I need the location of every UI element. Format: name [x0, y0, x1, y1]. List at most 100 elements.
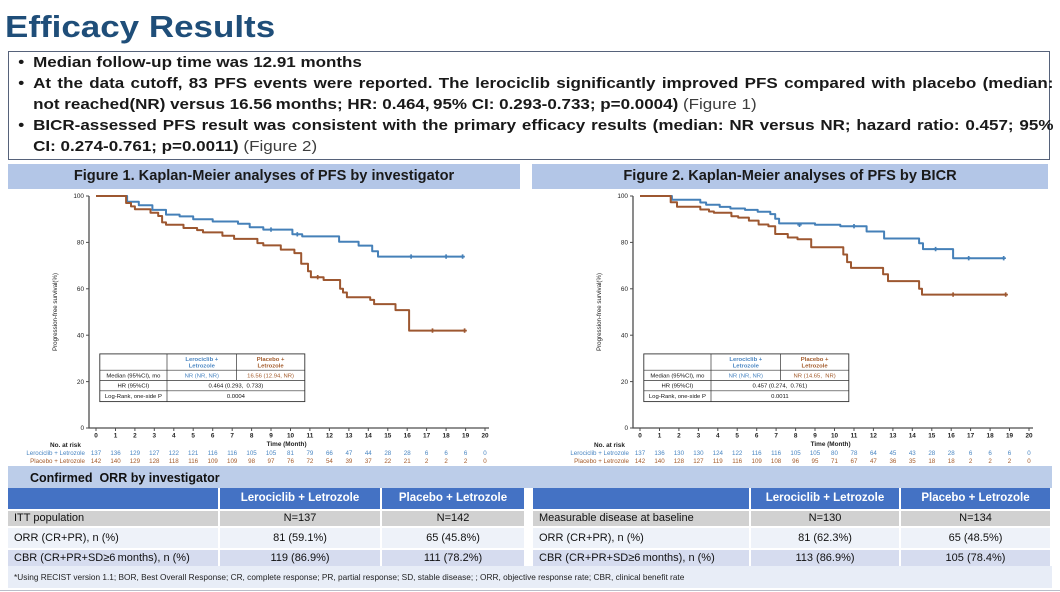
- svg-text:3: 3: [697, 433, 701, 440]
- svg-text:Lerociclib + Letrozole: Lerociclib + Letrozole: [26, 450, 85, 457]
- svg-text:105: 105: [246, 450, 257, 457]
- svg-text:80: 80: [77, 240, 85, 247]
- svg-text:NR (14.65, NR): NR (14.65, NR): [793, 373, 835, 379]
- svg-text:12: 12: [326, 433, 334, 440]
- svg-text:140: 140: [110, 458, 121, 465]
- svg-text:8: 8: [794, 433, 798, 440]
- svg-text:19: 19: [462, 433, 470, 440]
- svg-text:Lerociclib + Letrozole: Lerociclib + Letrozole: [570, 450, 629, 457]
- svg-text:43: 43: [909, 450, 916, 457]
- svg-text:Letrozole: Letrozole: [733, 364, 760, 370]
- svg-text:2: 2: [969, 458, 973, 465]
- svg-text:37: 37: [365, 458, 372, 465]
- svg-text:119: 119: [713, 458, 723, 465]
- svg-text:9: 9: [813, 433, 817, 440]
- svg-text:6: 6: [425, 450, 429, 457]
- svg-text:98: 98: [248, 458, 255, 465]
- svg-text:116: 116: [771, 450, 781, 457]
- svg-text:129: 129: [130, 450, 141, 457]
- svg-text:8: 8: [250, 433, 254, 440]
- svg-text:137: 137: [635, 450, 646, 457]
- svg-text:22: 22: [384, 458, 391, 465]
- svg-text:Progression-free survival(%): Progression-free survival(%): [52, 273, 59, 351]
- svg-text:96: 96: [792, 458, 799, 465]
- svg-text:HR (95%CI): HR (95%CI): [662, 384, 694, 390]
- svg-text:116: 116: [732, 458, 742, 465]
- svg-text:47: 47: [870, 458, 877, 465]
- svg-text:28: 28: [928, 450, 935, 457]
- svg-text:36: 36: [889, 458, 896, 465]
- svg-text:28: 28: [384, 450, 391, 457]
- svg-text:100: 100: [73, 193, 84, 200]
- svg-text:122: 122: [732, 450, 743, 457]
- svg-text:40: 40: [621, 332, 629, 339]
- svg-text:54: 54: [326, 458, 333, 465]
- svg-text:40: 40: [77, 332, 85, 339]
- svg-text:130: 130: [693, 450, 704, 457]
- svg-text:14: 14: [909, 433, 917, 440]
- svg-text:129: 129: [130, 458, 141, 465]
- svg-text:2: 2: [677, 433, 681, 440]
- svg-text:124: 124: [713, 450, 724, 457]
- svg-text:118: 118: [169, 458, 179, 465]
- svg-text:No. at risk: No. at risk: [594, 442, 625, 449]
- svg-text:16: 16: [404, 433, 412, 440]
- svg-text:Placebo + Letrozole: Placebo + Letrozole: [30, 458, 85, 465]
- svg-text:66: 66: [326, 450, 333, 457]
- svg-text:0: 0: [483, 458, 487, 465]
- svg-text:6: 6: [211, 433, 215, 440]
- svg-text:Time (Month): Time (Month): [267, 441, 307, 448]
- svg-text:81: 81: [287, 450, 294, 457]
- svg-text:13: 13: [889, 433, 897, 440]
- svg-text:Median (95%CI), mo: Median (95%CI), mo: [106, 373, 161, 379]
- svg-text:6: 6: [969, 450, 973, 457]
- svg-text:Median (95%CI), mo: Median (95%CI), mo: [650, 373, 705, 379]
- svg-text:95: 95: [812, 458, 819, 465]
- svg-text:10: 10: [287, 433, 295, 440]
- svg-text:100: 100: [617, 193, 628, 200]
- svg-text:136: 136: [110, 450, 121, 457]
- svg-text:0: 0: [624, 425, 628, 432]
- svg-text:3: 3: [153, 433, 157, 440]
- svg-text:121: 121: [188, 450, 199, 457]
- svg-text:20: 20: [621, 379, 629, 386]
- svg-text:15: 15: [928, 433, 936, 440]
- svg-text:140: 140: [654, 458, 665, 465]
- svg-text:14: 14: [365, 433, 373, 440]
- svg-text:18: 18: [443, 433, 451, 440]
- svg-text:0.457 (0.274, 0.761): 0.457 (0.274, 0.761): [753, 384, 808, 390]
- svg-text:105: 105: [266, 450, 277, 457]
- svg-text:60: 60: [77, 286, 85, 293]
- svg-text:97: 97: [268, 458, 275, 465]
- svg-text:116: 116: [227, 450, 237, 457]
- svg-text:11: 11: [851, 433, 858, 440]
- svg-text:12: 12: [870, 433, 878, 440]
- svg-text:2: 2: [425, 458, 429, 465]
- svg-text:109: 109: [752, 458, 763, 465]
- svg-text:109: 109: [227, 458, 238, 465]
- svg-text:Letrozole: Letrozole: [189, 364, 216, 370]
- svg-text:Lerociclib +: Lerociclib +: [185, 357, 218, 363]
- svg-text:Placebo +: Placebo +: [257, 357, 285, 363]
- svg-text:2: 2: [444, 458, 448, 465]
- svg-text:Time (Month): Time (Month): [811, 441, 851, 448]
- svg-text:6: 6: [464, 450, 468, 457]
- svg-text:4: 4: [172, 433, 176, 440]
- svg-text:20: 20: [481, 433, 489, 440]
- svg-text:Letrozole: Letrozole: [802, 364, 829, 370]
- svg-text:1: 1: [114, 433, 118, 440]
- svg-text:116: 116: [208, 450, 218, 457]
- svg-text:HR (95%CI): HR (95%CI): [118, 384, 150, 390]
- svg-text:142: 142: [91, 458, 102, 465]
- svg-text:6: 6: [755, 433, 759, 440]
- svg-text:28: 28: [404, 450, 411, 457]
- svg-text:2: 2: [1008, 458, 1012, 465]
- svg-text:136: 136: [654, 450, 665, 457]
- svg-text:No. at risk: No. at risk: [50, 442, 81, 449]
- svg-text:35: 35: [909, 458, 916, 465]
- svg-text:17: 17: [967, 433, 975, 440]
- svg-text:60: 60: [621, 286, 629, 293]
- svg-text:17: 17: [423, 433, 431, 440]
- svg-text:0: 0: [483, 450, 487, 457]
- svg-text:137: 137: [91, 450, 102, 457]
